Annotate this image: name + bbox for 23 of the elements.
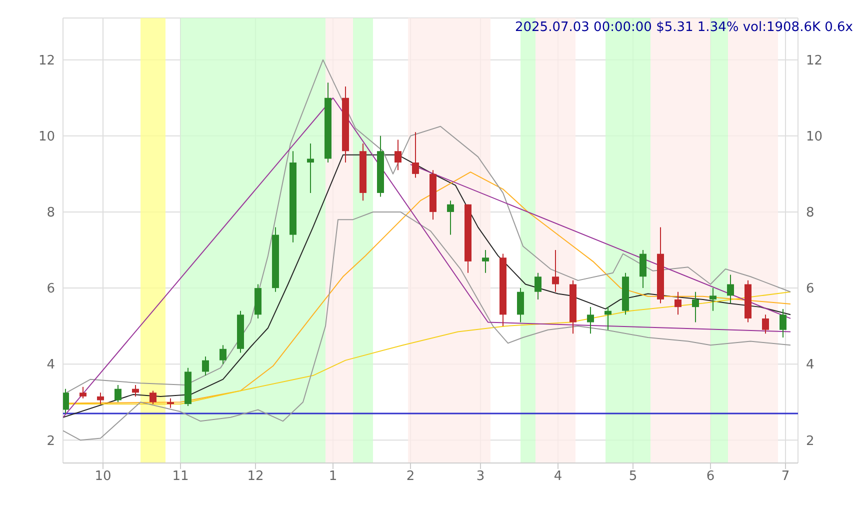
y-tick-label: 2 [46,434,55,449]
y-tick-label: 6 [46,282,55,297]
x-tick-label: 11 [172,469,189,484]
x-tick-label: 10 [94,469,112,484]
y2-tick-label: 6 [806,282,814,297]
x-tick-label: 6 [706,469,715,484]
y2-tick-label: 12 [806,53,823,68]
y-tick-label: 4 [46,358,55,373]
y-tick-label: 10 [38,130,55,145]
x-tick-label: 3 [476,469,485,484]
y2-tick-label: 4 [806,358,814,373]
x-tick-label: 1 [328,469,338,484]
y-tick-label: 8 [46,206,55,221]
y2-tick-label: 8 [806,206,814,221]
y2-tick-label: 2 [806,434,814,449]
x-tick-label: 12 [247,469,264,484]
y2-tick-label: 10 [806,130,823,145]
x-tick-label: 2 [406,469,415,484]
x-tick-label: 4 [554,469,562,484]
chart-title: 2025.07.03 00:00:00 $5.31 1.34% vol:1908.6K 0.6x [514,20,853,35]
x-tick-label: 5 [628,469,638,484]
y-tick-label: 12 [38,53,55,68]
x-tick-label: 7 [781,469,790,484]
